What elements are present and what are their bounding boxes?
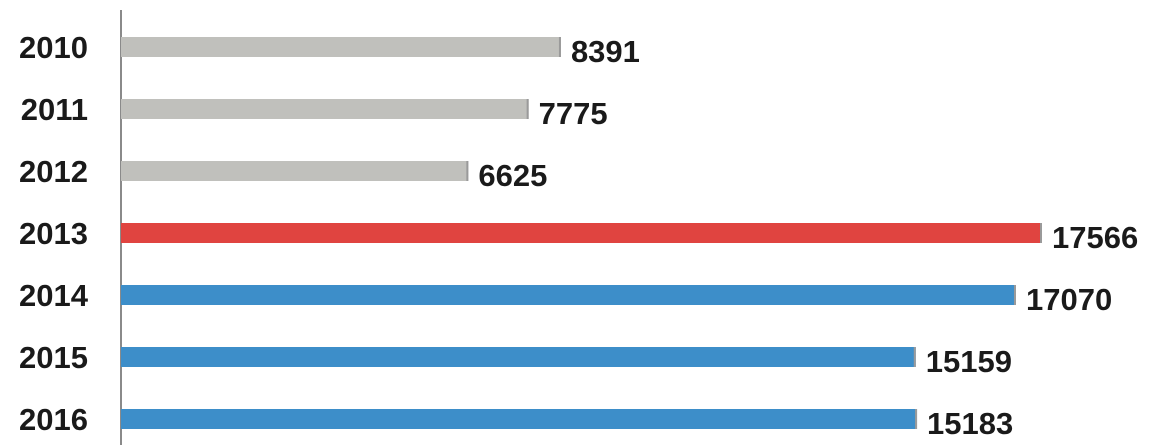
value-label-2016: 15183 [927, 406, 1013, 441]
bar-2015 [121, 347, 916, 367]
value-label-2013: 17566 [1052, 220, 1138, 255]
category-label-2010: 2010 [19, 30, 88, 65]
category-label-2012: 2012 [19, 154, 88, 189]
bar-2012 [121, 161, 469, 181]
value-label-2012: 6625 [478, 158, 547, 193]
bar-end-mark-2016 [915, 409, 918, 429]
bar-end-mark-2015 [913, 347, 916, 367]
bar-end-mark-2010 [558, 37, 561, 57]
bar-2016 [121, 409, 918, 429]
bar-2010 [121, 37, 561, 57]
bar-end-mark-2011 [526, 99, 529, 119]
category-label-2014: 2014 [19, 278, 89, 313]
category-label-2015: 2015 [19, 340, 88, 375]
bar-2014 [121, 285, 1016, 305]
bars-group [121, 37, 1042, 429]
bar-2011 [121, 99, 529, 119]
category-label-2016: 2016 [19, 402, 88, 437]
value-label-2011: 7775 [539, 96, 608, 131]
category-label-2013: 2013 [19, 216, 88, 251]
bar-end-mark-2014 [1013, 285, 1016, 305]
bar-2013 [121, 223, 1042, 243]
value-label-2010: 8391 [571, 34, 640, 69]
bar-end-mark-2012 [466, 161, 469, 181]
value-label-2014: 17070 [1026, 282, 1112, 317]
labels-group: 2010 8391 2011 7775 2012 6625 2013 17566 2014 170… [19, 30, 1138, 441]
value-label-2015: 15159 [926, 344, 1012, 379]
bar-end-mark-2013 [1040, 223, 1042, 243]
category-label-2011: 2011 [21, 92, 88, 127]
